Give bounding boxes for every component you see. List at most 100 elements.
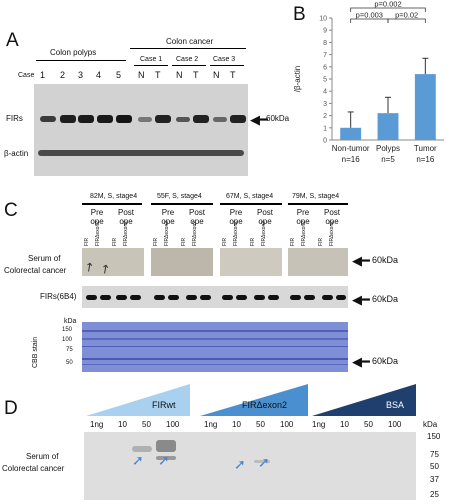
arrow-icon: ➚ <box>132 452 144 468</box>
post-label-1: Post ope <box>117 208 134 226</box>
pre-label-2: Pre ope <box>161 208 175 226</box>
panel-letter-d: D <box>4 398 18 419</box>
pre-label-3: Pre ope <box>229 208 243 226</box>
y-tick-label: 2 <box>323 113 327 120</box>
arrow-icon: ◀━ <box>352 354 370 369</box>
ladder-d-150: 150 <box>427 432 441 441</box>
dose-1-4: 100 <box>166 420 180 429</box>
cancer-case-1: Case 1 <box>140 56 163 63</box>
kda-label-c: kDa <box>64 318 77 325</box>
case-line-3 <box>210 65 244 66</box>
polyp-lane-5: 5 <box>116 70 122 80</box>
lane-t-1: T <box>155 70 161 80</box>
dose-1-1: 1ng <box>90 420 104 429</box>
ladder-c-100: 100 <box>62 337 73 343</box>
dose-3-1: 1ng <box>312 420 326 429</box>
category-label: Non-tumor <box>332 144 370 153</box>
marker-60kda-c2: 60kDa <box>372 294 399 304</box>
arrow-icon: ◀━ <box>250 112 268 127</box>
cancer-case-2: Case 2 <box>176 56 199 63</box>
y-tick-label: 1 <box>323 125 327 132</box>
y-tick-label: 7 <box>323 52 327 59</box>
ladder-d-75: 75 <box>430 450 439 459</box>
dose-3-3: 50 <box>364 420 373 429</box>
pre-label-4: Pre ope <box>296 208 310 226</box>
bar-chart-b: 0 1 2 3 4 5 6 7 8 9 10/β-actin Non-tumor n=16 Polyps n… <box>293 0 444 164</box>
patient-line-2 <box>151 203 213 205</box>
western-blot-a <box>34 84 248 176</box>
marker-60kda-a: 60kDa <box>266 114 290 123</box>
y-tick-label: 8 <box>323 40 327 47</box>
dose-3-4: 100 <box>388 420 402 429</box>
y-tick-label: 10 <box>319 16 327 23</box>
category-label: Polyps <box>376 144 400 153</box>
marker-60kda-c1: 60kDa <box>372 255 399 265</box>
dose-2-4: 100 <box>280 420 294 429</box>
lane-t-3: T <box>230 70 236 80</box>
ladder-c-75: 75 <box>66 347 73 353</box>
ladder-d-25: 25 <box>430 490 439 499</box>
patient-2: 55F, S, stage4 <box>157 193 202 200</box>
group-label-firdex: FIRΔexon2 <box>242 400 288 410</box>
panel-letter-c: C <box>4 200 18 221</box>
lane-n-1: N <box>138 70 145 80</box>
pvalue-label: p=0.02 <box>395 11 418 20</box>
dose-2-1: 1ng <box>204 420 218 429</box>
patient-line-4 <box>288 203 348 205</box>
polyp-lane-3: 3 <box>78 70 84 80</box>
patient-line-1 <box>82 203 142 205</box>
bar <box>414 74 436 140</box>
y-axis-label: /β-actin <box>293 66 302 92</box>
category-n-label: n=16 <box>416 155 435 164</box>
row-label-d-1: Serum of <box>26 452 59 461</box>
arrow-icon: ◀━ <box>352 292 370 307</box>
group-label-bsa: BSA <box>386 400 405 410</box>
dose-3-2: 10 <box>340 420 349 429</box>
serum-blot-4 <box>288 248 348 276</box>
firs-blot-c <box>82 286 348 308</box>
ladder-c-50: 50 <box>66 360 73 366</box>
ladder-d-50: 50 <box>430 462 439 471</box>
pre-label-1: Pre ope <box>90 208 104 226</box>
case-line-2 <box>172 65 206 66</box>
marker-60kda-c3: 60kDa <box>372 356 399 366</box>
ladder-c-150: 150 <box>62 327 73 333</box>
pvalue-bracket <box>350 7 426 12</box>
cbb-stain-gel <box>82 322 348 372</box>
y-tick-label: 5 <box>323 77 327 84</box>
serum-blot-d <box>84 432 416 500</box>
kda-label-d: kDa <box>423 420 438 429</box>
patient-3: 67M, S, stage4 <box>226 193 274 200</box>
row-label-d-2: Colorectal cancer <box>2 464 65 473</box>
polyp-lane-4: 4 <box>96 70 102 80</box>
y-tick-label: 9 <box>323 28 327 35</box>
category-n-label: n=5 <box>381 155 395 164</box>
panel-letter-b: B <box>293 4 306 25</box>
bar <box>377 113 399 140</box>
category-n-label: n=16 <box>342 155 361 164</box>
category-label: Tumor <box>414 144 437 153</box>
cancer-case-3: Case 3 <box>213 56 236 63</box>
post-label-3: Post ope <box>256 208 273 226</box>
row-label-serum-2: Colorectal cancer <box>4 266 67 275</box>
dose-1-2: 10 <box>118 420 127 429</box>
post-label-2: Post ope <box>188 208 205 226</box>
y-tick-label: 0 <box>323 138 327 145</box>
patient-4: 79M, S, stage4 <box>292 193 340 200</box>
row-label-serum-1: Serum of <box>28 254 61 263</box>
row-label-firs-c: FIRs(6B4) <box>40 292 77 301</box>
panel-letter-a: A <box>6 30 19 51</box>
y-tick-label: 4 <box>323 89 327 96</box>
serum-blot-3 <box>220 248 282 276</box>
dose-2-3: 50 <box>256 420 265 429</box>
row-label-actin-a: β-actin <box>4 149 29 158</box>
group-label-firwt: FIRwt <box>152 400 176 410</box>
patient-line-3 <box>220 203 282 205</box>
polyp-lane-2: 2 <box>60 70 66 80</box>
group-line-polyps <box>36 60 126 61</box>
dose-2-2: 10 <box>232 420 241 429</box>
case-word: Case <box>18 72 35 79</box>
bar <box>340 127 362 140</box>
lane-n-3: N <box>213 70 220 80</box>
